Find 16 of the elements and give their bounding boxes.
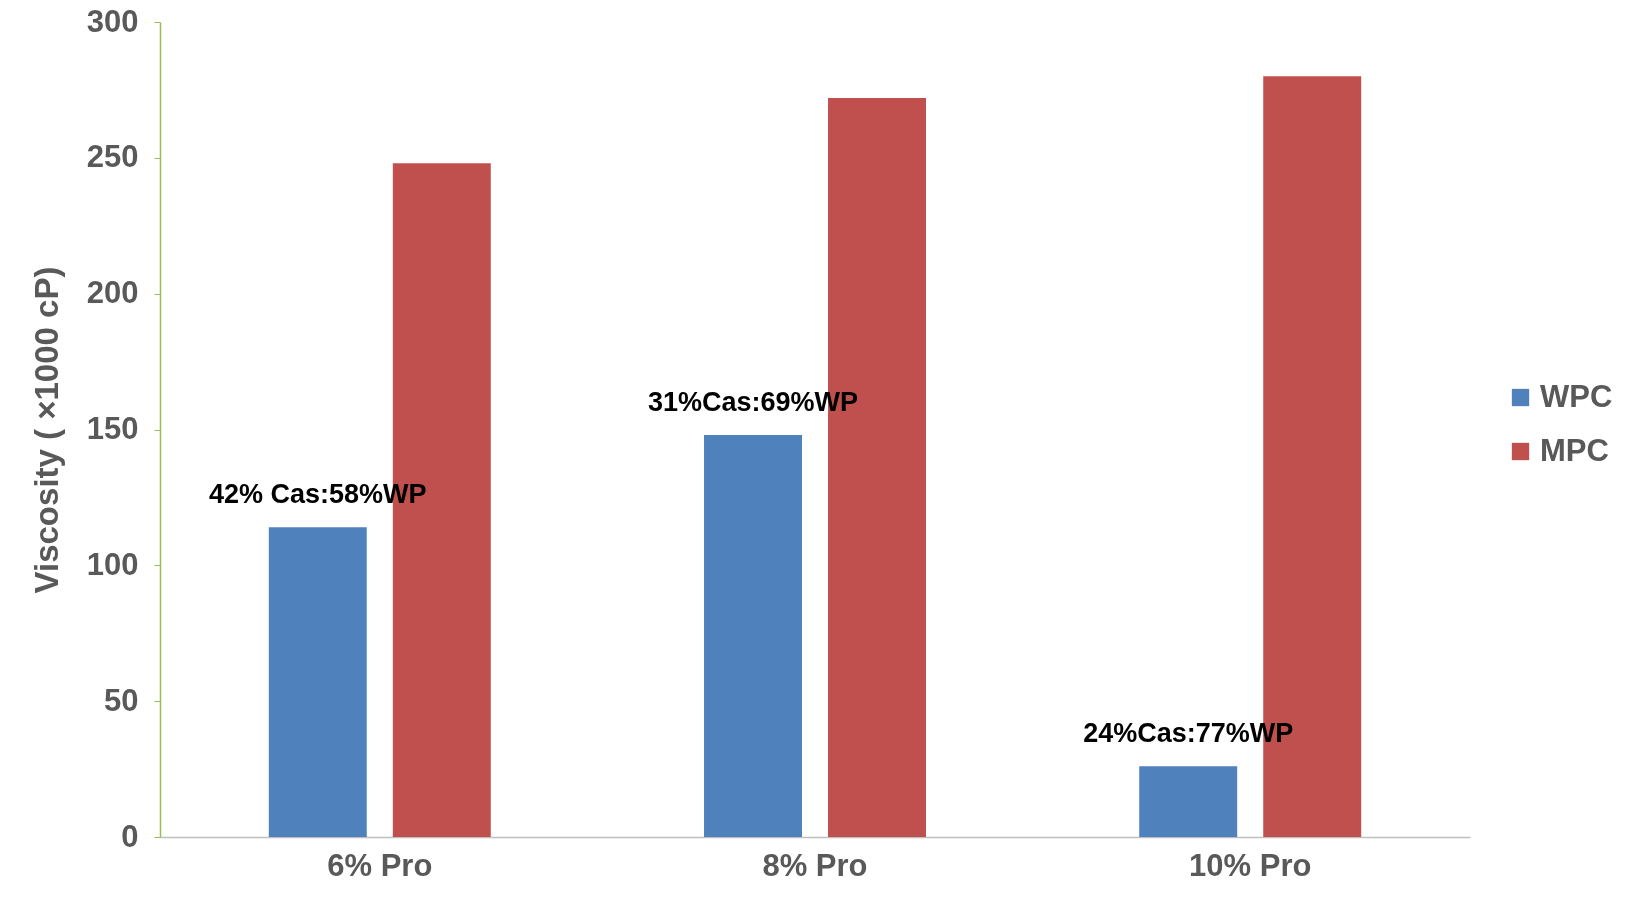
y-axis-title: Viscosity ( ×1000 cP) xyxy=(27,266,65,594)
y-tick-label: 150 xyxy=(86,411,139,446)
x-tick-label: 6% Pro xyxy=(327,847,433,883)
bar xyxy=(1139,766,1238,837)
legend-label: MPC xyxy=(1540,432,1609,468)
y-tick-label: 250 xyxy=(86,139,139,175)
x-tick-label: 10% Pro xyxy=(1189,847,1312,883)
x-tick-label: 8% Pro xyxy=(762,847,868,883)
legend-label: WPC xyxy=(1540,378,1613,414)
bar xyxy=(704,434,802,837)
y-tick-label: 100 xyxy=(86,546,139,582)
y-tick-label: 50 xyxy=(104,682,139,718)
y-tick-label: 200 xyxy=(86,275,139,311)
y-tick-label: 0 xyxy=(121,818,139,854)
bar xyxy=(268,527,367,837)
y-tick-label: 300 xyxy=(86,3,139,39)
